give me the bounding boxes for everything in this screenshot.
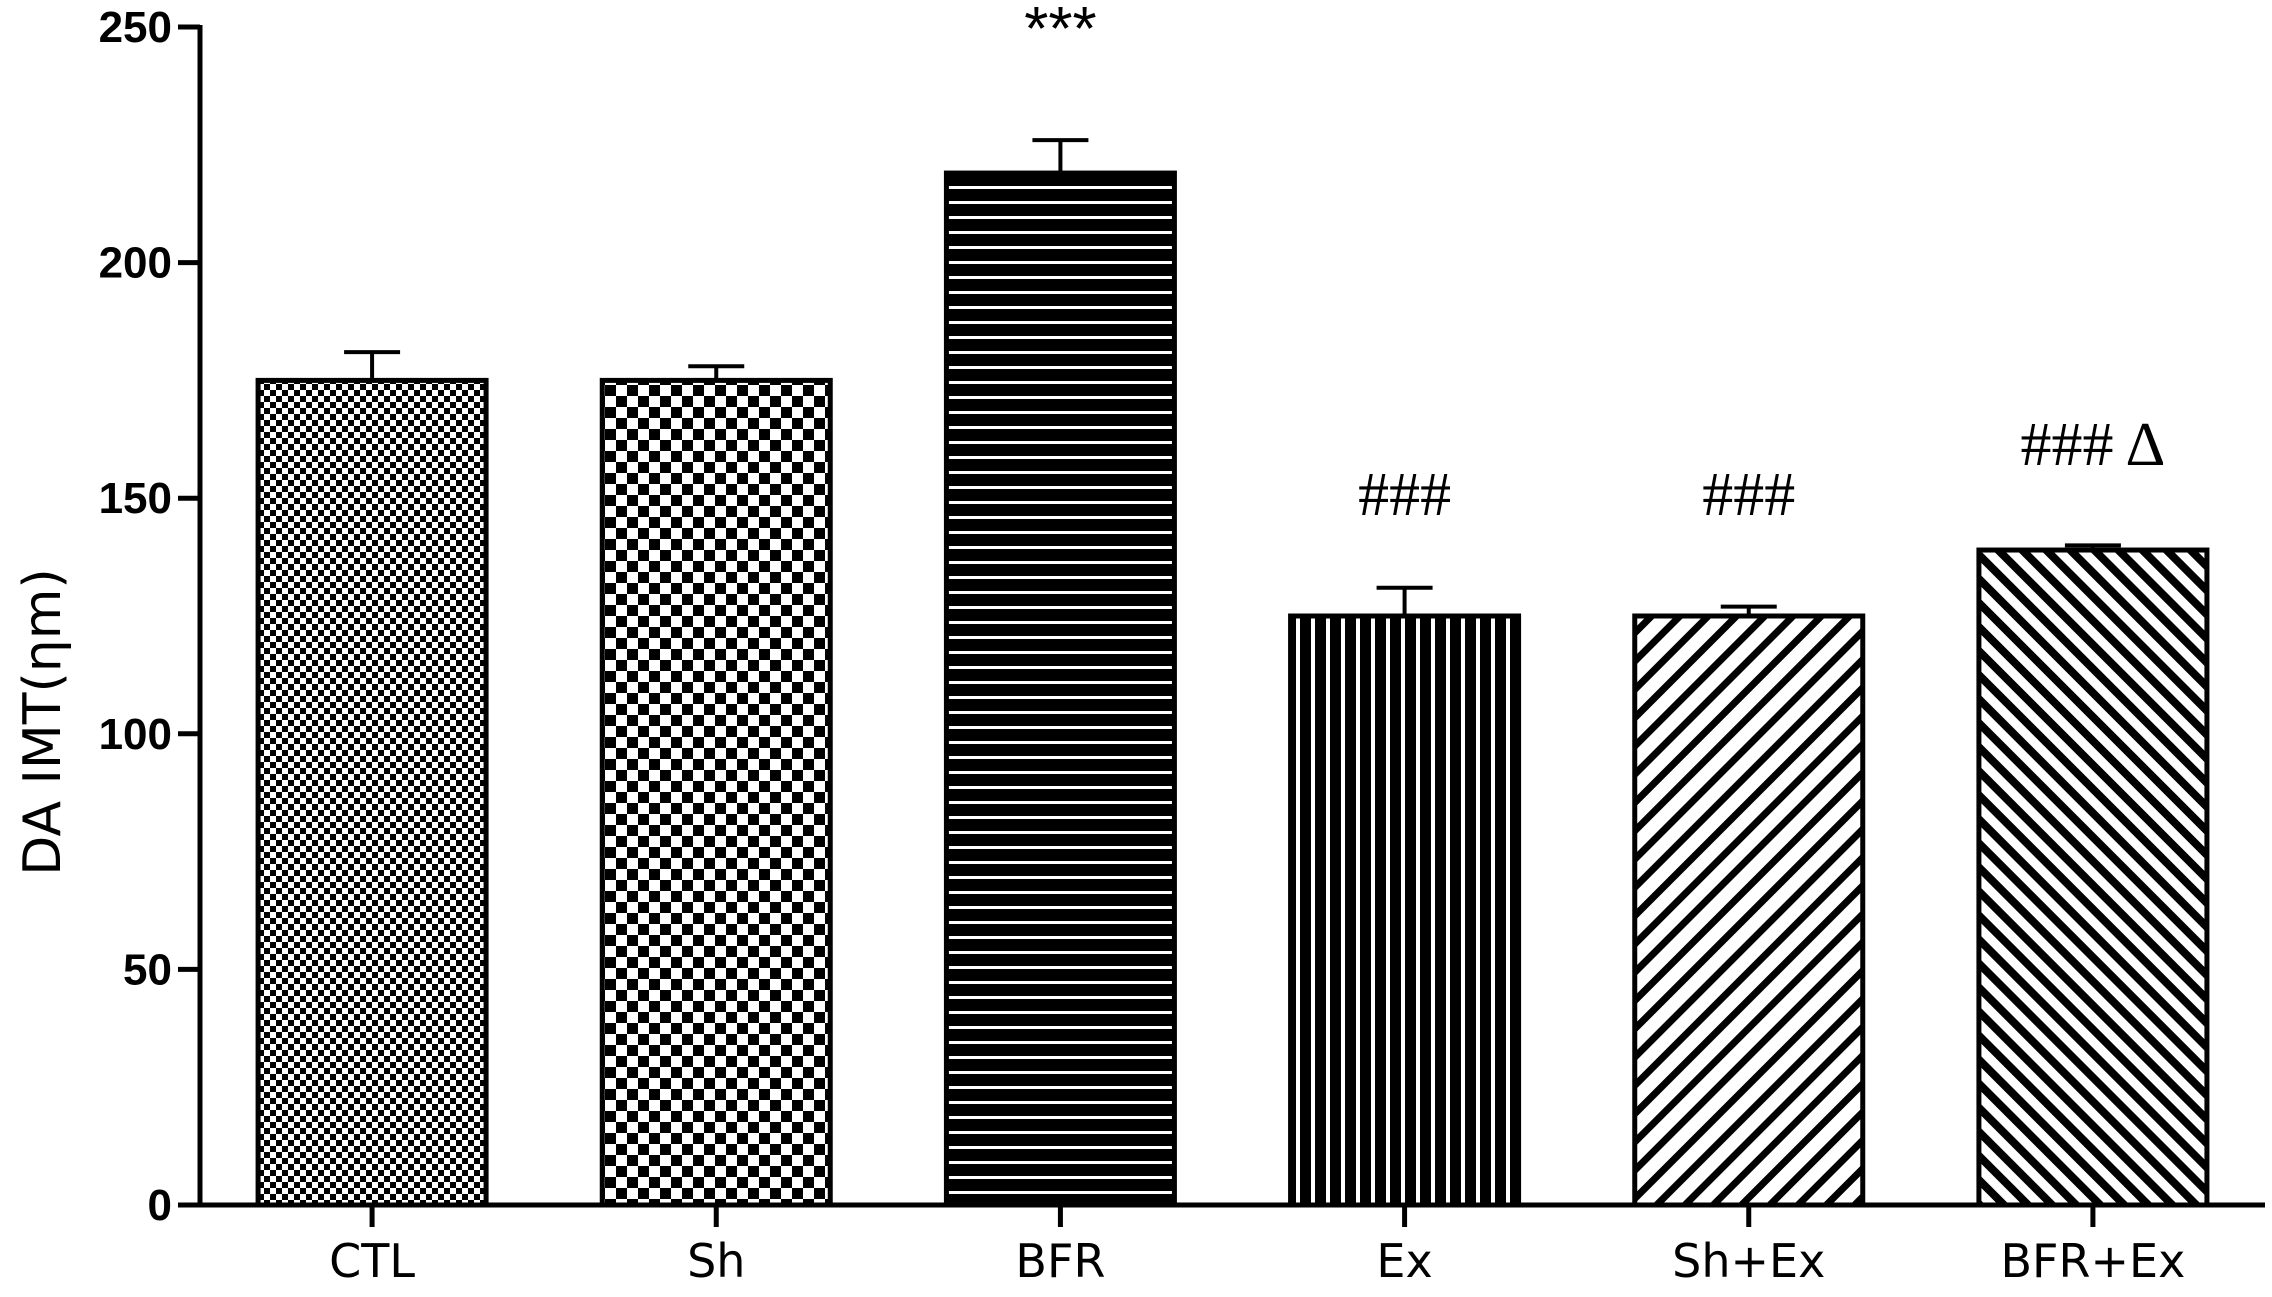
annotations: *** ### ### ### Δ xyxy=(1024,0,2165,529)
x-tick-label: BFR+Ex xyxy=(2001,1234,2186,1288)
y-axis: 0 50 100 150 200 250 xyxy=(99,3,203,1230)
x-axis: CTL Sh BFR Ex Sh+Ex BFR+Ex xyxy=(198,1202,2265,1288)
significance-annotation: ### xyxy=(1358,461,1451,529)
x-tick-label: Ex xyxy=(1376,1234,1432,1288)
x-tick-label: Sh+Ex xyxy=(1672,1234,1825,1288)
bar-ex xyxy=(1288,613,1522,1208)
y-axis-title: DA IMT(ηm) xyxy=(13,568,73,875)
bar-bfr-plus-ex xyxy=(1976,547,2210,1208)
significance-annotation: ### Δ xyxy=(2020,411,2165,479)
x-tick-label: CTL xyxy=(329,1234,415,1288)
y-tick-label: 100 xyxy=(99,710,172,759)
y-tick-label: 250 xyxy=(99,3,172,52)
bar-bfr xyxy=(943,170,1177,1208)
bars xyxy=(255,170,2210,1208)
x-tick-label: Sh xyxy=(687,1234,745,1288)
x-tick-label: BFR xyxy=(1015,1234,1105,1288)
bar-ctl xyxy=(255,377,489,1208)
error-bars xyxy=(344,138,2121,616)
bar-sh xyxy=(599,377,833,1208)
y-tick-label: 150 xyxy=(99,474,172,523)
y-tick-label: 200 xyxy=(99,239,172,288)
y-tick-label: 0 xyxy=(148,1181,172,1230)
y-tick-label: 50 xyxy=(123,945,172,994)
significance-annotation: ### xyxy=(1702,461,1795,529)
significance-annotation: *** xyxy=(1024,0,1096,64)
bar-sh-plus-ex xyxy=(1632,613,1866,1208)
